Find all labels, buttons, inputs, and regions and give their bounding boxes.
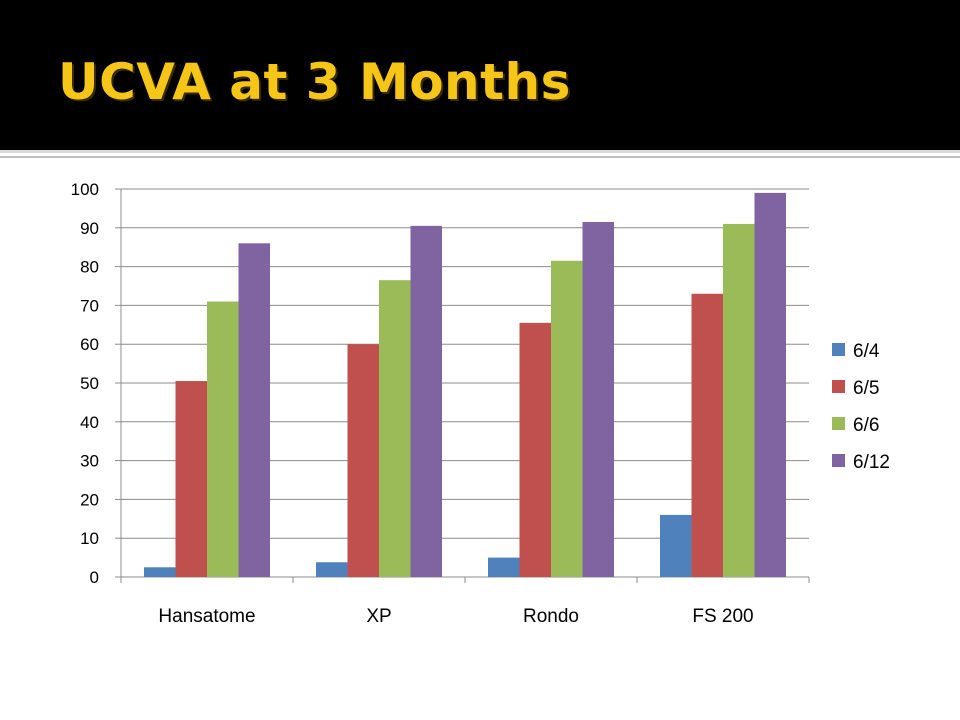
bar-6-12-rondo xyxy=(582,221,614,578)
bar-6-4-rondo xyxy=(488,557,520,577)
bar-6-12-fs-200 xyxy=(754,192,786,577)
bar-6-12-xp xyxy=(410,225,442,578)
y-tick-label: 20 xyxy=(80,490,99,509)
legend-label: 6/12 xyxy=(853,452,890,473)
y-tick-label: 70 xyxy=(80,296,99,315)
legend-swatch xyxy=(832,343,845,356)
legend: 6/4 6/5 6/6 6/12 xyxy=(832,341,890,473)
x-category-label: XP xyxy=(366,606,391,627)
y-tick-label: 10 xyxy=(80,529,99,548)
bar-6-6-xp xyxy=(379,280,411,577)
bar-6-5-fs-200 xyxy=(691,293,723,577)
legend-label: 6/4 xyxy=(853,341,880,362)
y-tick-label: 60 xyxy=(80,335,99,354)
y-tick-label: 40 xyxy=(80,413,99,432)
axis-labels: 0 10 20 30 40 50 60 70 80 90 100 Hansatome XP Rondo FS… xyxy=(71,180,754,627)
divider-top xyxy=(0,150,960,153)
slide-title: UCVA at 3 Months xyxy=(58,53,571,111)
bar-6-12-hansatome xyxy=(238,243,270,577)
bar-6-6-rondo xyxy=(551,260,583,577)
bars xyxy=(144,192,786,578)
bar-6-5-hansatome xyxy=(175,381,207,577)
legend-swatch xyxy=(832,417,845,430)
divider-bottom xyxy=(0,156,960,158)
x-category-label: Rondo xyxy=(523,606,579,627)
legend-swatch xyxy=(832,380,845,393)
bar-6-5-xp xyxy=(347,344,379,577)
x-category-label: FS 200 xyxy=(692,606,753,627)
y-tick-label: 0 xyxy=(90,568,99,587)
y-tick-label: 90 xyxy=(80,219,99,238)
y-tick-label: 80 xyxy=(80,258,99,277)
bar-6-5-rondo xyxy=(519,322,551,577)
legend-swatch xyxy=(832,454,845,467)
y-tick-label: 100 xyxy=(71,180,99,199)
y-tick-label: 50 xyxy=(80,374,99,393)
legend-label: 6/6 xyxy=(853,415,879,436)
bar-6-6-hansatome xyxy=(207,301,239,577)
x-category-label: Hansatome xyxy=(158,606,255,627)
bar-6-4-xp xyxy=(316,562,348,577)
legend-label: 6/5 xyxy=(853,378,879,399)
y-tick-label: 30 xyxy=(80,452,99,471)
bar-6-4-fs-200 xyxy=(660,514,692,577)
title-bar xyxy=(0,0,960,150)
bar-6-6-fs-200 xyxy=(723,223,755,578)
bar-6-4-hansatome xyxy=(144,567,176,577)
